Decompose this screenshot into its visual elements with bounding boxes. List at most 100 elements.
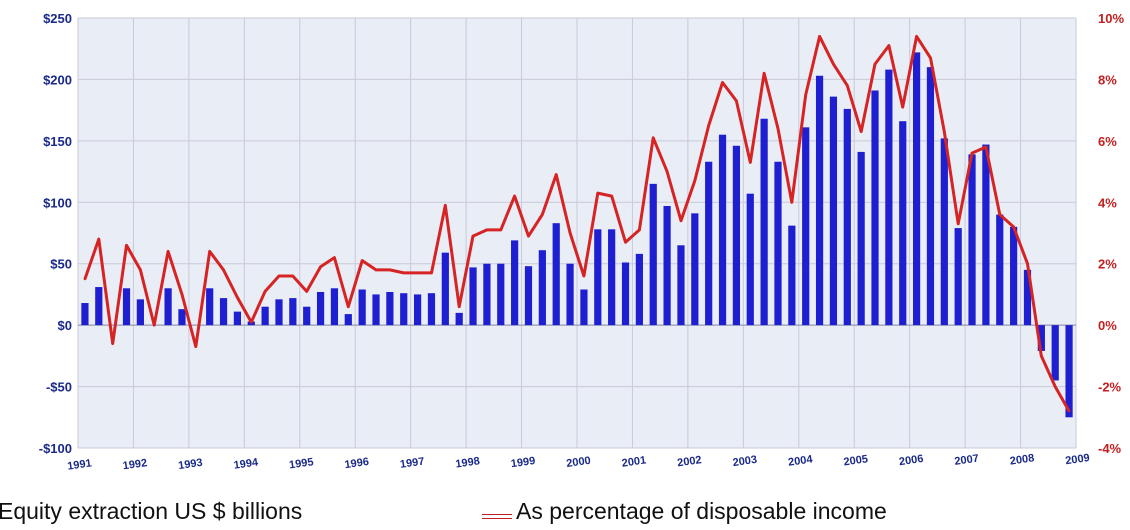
x-tick-label: 1995 xyxy=(288,456,314,471)
line-point xyxy=(624,241,627,244)
bar xyxy=(635,253,643,326)
bar-series xyxy=(81,52,1073,418)
bar xyxy=(1051,325,1059,381)
x-tick-label: 2007 xyxy=(954,453,980,468)
x-tick-label: 1993 xyxy=(178,457,204,472)
line-point xyxy=(180,293,184,296)
y-tick-left: -$50 xyxy=(46,380,72,395)
bar xyxy=(1010,226,1018,326)
bar xyxy=(580,289,588,326)
bar xyxy=(815,75,824,326)
line-point xyxy=(762,72,766,75)
bar xyxy=(885,69,893,326)
x-tick-label: 2009 xyxy=(1065,452,1091,467)
bar xyxy=(81,303,89,326)
bar xyxy=(206,288,214,326)
y-tick-left: $50 xyxy=(50,257,72,272)
line-point xyxy=(804,93,807,96)
line-point xyxy=(291,274,295,278)
bar xyxy=(469,267,477,326)
chart: $250 $200 $150 $100 $50 $0 -$50 -$100 10% 8% 6% 4% 2… xyxy=(39,11,1125,473)
y-tick-right: 8% xyxy=(1098,72,1117,87)
line-point xyxy=(846,84,849,87)
y-tick-left: $200 xyxy=(43,72,72,87)
bar xyxy=(940,138,948,326)
x-tick-label: 2000 xyxy=(566,455,592,470)
bar xyxy=(774,161,782,326)
bar xyxy=(899,121,907,326)
line-point xyxy=(555,173,558,176)
line-point xyxy=(749,161,752,164)
bar xyxy=(663,205,671,326)
bar xyxy=(649,183,657,326)
bar xyxy=(455,312,463,326)
y-tick-right: 2% xyxy=(1098,257,1117,272)
line-point xyxy=(277,274,281,278)
line-point xyxy=(194,345,198,348)
y-tick-right: 10% xyxy=(1098,11,1124,26)
x-tick-label: 2004 xyxy=(787,453,814,468)
bar xyxy=(677,245,685,326)
line-point xyxy=(125,244,128,247)
line-point xyxy=(111,342,114,345)
x-tick-label: 2005 xyxy=(843,453,869,468)
line-point xyxy=(721,81,724,84)
bar xyxy=(982,144,990,326)
line-point xyxy=(360,259,364,262)
line-point xyxy=(929,56,932,60)
line-point xyxy=(901,105,904,109)
line-point xyxy=(1026,262,1029,265)
bar xyxy=(1023,269,1032,326)
bar xyxy=(233,311,242,326)
bar xyxy=(400,293,408,326)
x-tick-label: 1996 xyxy=(344,456,370,471)
line-series xyxy=(83,34,1071,413)
line-point xyxy=(416,271,419,275)
line-point xyxy=(97,237,100,241)
bar xyxy=(621,262,630,326)
bar xyxy=(871,90,879,326)
bar xyxy=(566,263,574,326)
bar xyxy=(829,96,838,326)
x-tick-label: 2006 xyxy=(898,453,924,468)
bar xyxy=(275,299,283,326)
bar xyxy=(497,263,505,326)
line-point xyxy=(541,213,544,216)
y-tick-right: -4% xyxy=(1098,441,1122,456)
line-point xyxy=(943,130,946,133)
line-point xyxy=(153,323,156,327)
legend: Equity extraction US $ billions As perce… xyxy=(0,494,1130,530)
y-tick-right: 4% xyxy=(1098,195,1117,210)
line-point xyxy=(568,231,572,235)
y-tick-right: -2% xyxy=(1098,380,1122,395)
bar xyxy=(95,287,103,326)
line-point xyxy=(374,268,378,272)
line-point xyxy=(998,213,1001,216)
line-point xyxy=(832,62,835,66)
line-point xyxy=(956,222,960,225)
bar xyxy=(136,299,144,326)
line-point xyxy=(139,268,142,272)
line-point xyxy=(679,219,683,222)
x-tick-label: 2003 xyxy=(732,454,758,469)
bar xyxy=(802,127,810,326)
line-point xyxy=(319,265,322,268)
line-point xyxy=(485,228,489,232)
bar xyxy=(372,294,380,326)
x-tick-label: 2008 xyxy=(1009,452,1035,467)
line-path xyxy=(83,34,1071,412)
grid xyxy=(77,17,1077,449)
line-point xyxy=(513,194,516,198)
line-point xyxy=(250,320,253,324)
bar xyxy=(164,288,172,326)
line-point xyxy=(1054,385,1057,388)
line-point xyxy=(430,271,433,275)
x-tick-label: 1994 xyxy=(233,456,260,471)
bar xyxy=(996,214,1004,326)
line-point xyxy=(790,201,794,204)
bar xyxy=(441,252,449,326)
line-point xyxy=(693,179,697,182)
x-tick-label: 2002 xyxy=(677,454,703,469)
bar xyxy=(330,288,339,326)
line-point xyxy=(859,130,863,133)
